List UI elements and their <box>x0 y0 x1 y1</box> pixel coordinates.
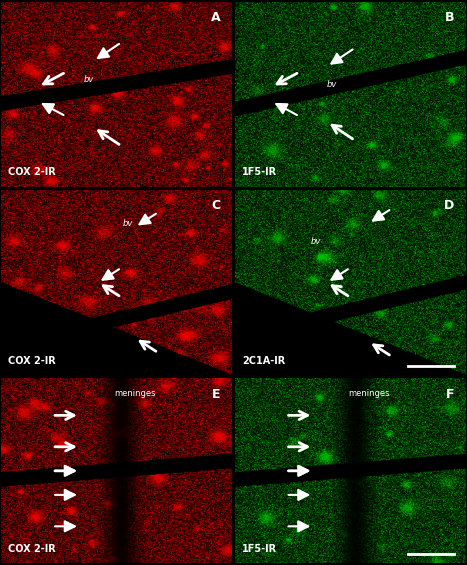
Text: bv: bv <box>84 75 94 84</box>
Text: B: B <box>445 11 454 24</box>
Text: bv: bv <box>326 80 337 89</box>
Text: meninges: meninges <box>114 389 156 398</box>
Text: 1F5-IR: 1F5-IR <box>242 167 277 177</box>
Text: A: A <box>211 11 220 24</box>
Text: COX 2-IR: COX 2-IR <box>8 544 56 554</box>
Text: meninges: meninges <box>348 389 389 398</box>
Text: E: E <box>212 388 220 401</box>
Text: bv: bv <box>123 219 134 228</box>
Text: C: C <box>212 199 220 212</box>
Text: COX 2-IR: COX 2-IR <box>8 167 56 177</box>
Text: 2C1A-IR: 2C1A-IR <box>242 356 285 366</box>
Text: 1F5-IR: 1F5-IR <box>242 544 277 554</box>
Text: COX 2-IR: COX 2-IR <box>8 356 56 366</box>
Text: bv: bv <box>311 237 321 246</box>
Text: F: F <box>446 388 454 401</box>
Text: D: D <box>444 199 454 212</box>
